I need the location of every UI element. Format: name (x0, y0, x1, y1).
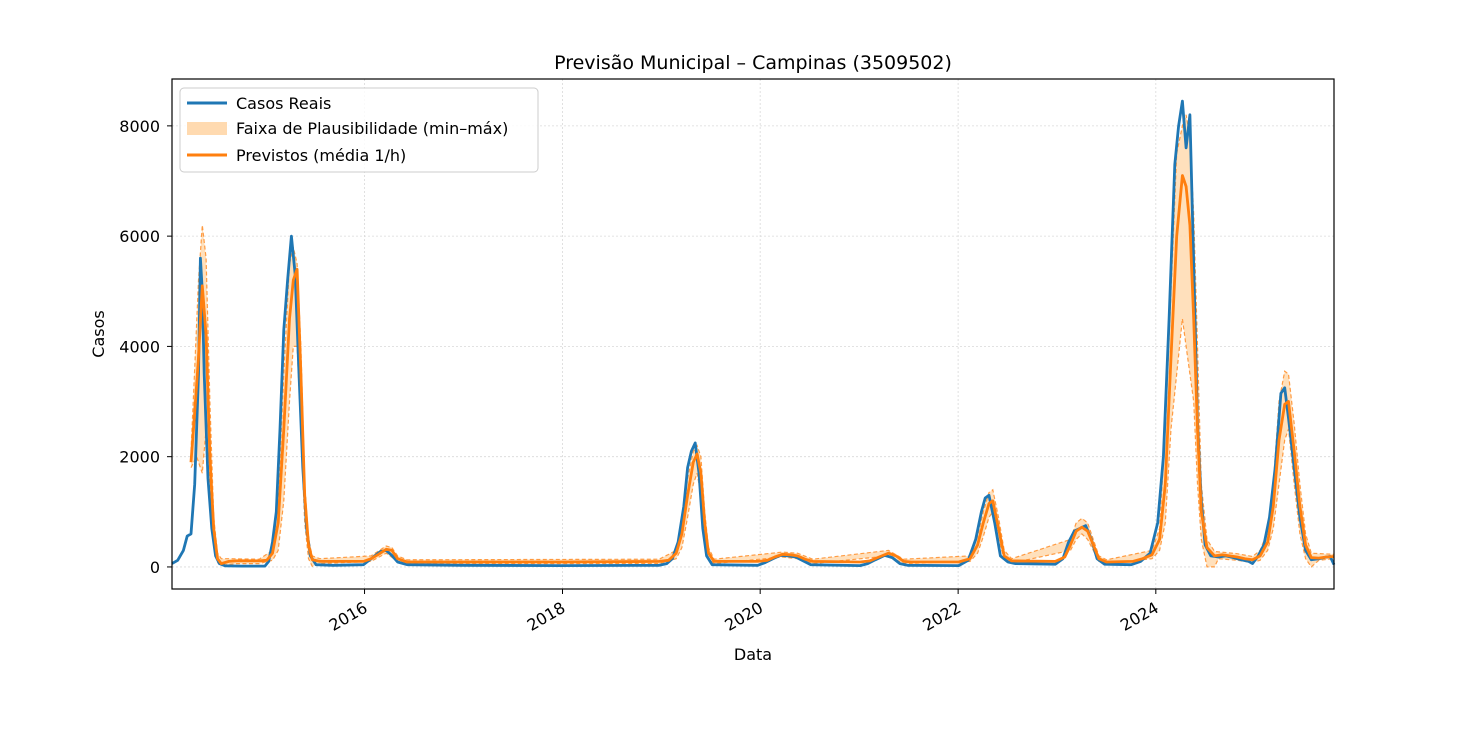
legend-label-band: Faixa de Plausibilidade (min–máx) (236, 119, 508, 138)
x-axis-label: Data (734, 645, 772, 664)
y-axis: 0 2000 4000 6000 8000 (119, 117, 172, 577)
y-tick-label: 0 (150, 558, 160, 577)
y-tick-label: 2000 (119, 448, 160, 467)
y-axis-label: Casos (89, 310, 108, 357)
band-max-line (190, 114, 1335, 561)
y-tick-label: 6000 (119, 227, 160, 246)
legend-label-actual: Casos Reais (236, 94, 331, 113)
legend-label-predicted: Previstos (média 1/h) (236, 146, 406, 165)
series-line-predicted (189, 174, 1335, 565)
band-min-line (190, 318, 1335, 568)
legend-box (179, 87, 539, 173)
plot-frame (171, 78, 1335, 590)
legend: Casos Reais Faixa de Plausibilidade (min… (179, 87, 539, 173)
y-tick-label: 4000 (119, 337, 160, 356)
legend-swatch-band (187, 122, 227, 135)
chart-title: Previsão Municipal – Campinas (3509502) (554, 52, 952, 74)
series-lines (171, 99, 1336, 568)
y-tick-label: 8000 (119, 117, 160, 136)
